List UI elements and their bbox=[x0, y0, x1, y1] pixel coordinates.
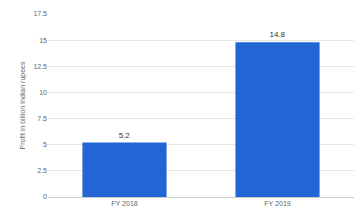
svg-text:5.2: 5.2 bbox=[119, 131, 131, 140]
svg-text:14.8: 14.8 bbox=[269, 30, 285, 39]
svg-text:10: 10 bbox=[39, 89, 47, 96]
svg-text:5: 5 bbox=[43, 141, 47, 148]
svg-text:Profit in billion Indian rupee: Profit in billion Indian rupees bbox=[19, 61, 27, 149]
svg-text:2.5: 2.5 bbox=[37, 167, 47, 174]
svg-text:FY 2018: FY 2018 bbox=[111, 200, 137, 207]
svg-text:17.5: 17.5 bbox=[33, 10, 47, 17]
svg-text:0: 0 bbox=[43, 193, 47, 200]
svg-text:15: 15 bbox=[39, 37, 47, 44]
svg-text:12.5: 12.5 bbox=[33, 63, 47, 70]
svg-text:7.5: 7.5 bbox=[37, 115, 47, 122]
svg-text:FY 2019: FY 2019 bbox=[264, 200, 290, 207]
